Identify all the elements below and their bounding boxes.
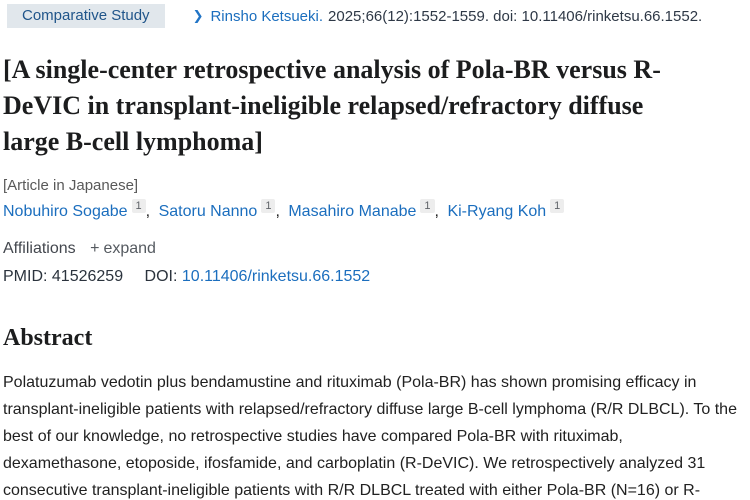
authors-list: Nobuhiro Sogabe 1, Satoru Nanno 1, Masahir… [3, 199, 742, 221]
doi-label: DOI: [144, 268, 178, 285]
article-title: [A single-center retrospective analysis … [3, 55, 661, 156]
author-item: Nobuhiro Sogabe 1, [3, 199, 154, 220]
pmid-label: PMID: [3, 268, 48, 285]
citation-header: Comparative Study ❯ Rinsho Ketsueki. 202… [3, 4, 742, 28]
affiliation-number-chip: 1 [261, 199, 276, 213]
language-note: [Article in Japanese] [3, 177, 139, 194]
affiliations-row: Affiliations + expand [3, 240, 742, 258]
author-item: Masahiro Manabe 1, [288, 199, 443, 220]
citation-details: 2025;66(12):1552-1559. doi: 10.11406/rin… [328, 7, 703, 25]
doi-link[interactable]: 10.11406/rinketsu.66.1552 [181, 268, 371, 285]
affiliations-expand-button[interactable]: + expand [90, 240, 156, 258]
journal-link[interactable]: Rinsho Ketsueki. [210, 7, 324, 25]
abstract-heading: Abstract [3, 325, 93, 351]
doi-group: DOI: 10.11406/rinketsu.66.1552 [145, 268, 371, 285]
affiliation-number-chip: 1 [420, 199, 435, 213]
author-separator: , [275, 203, 280, 220]
author-link[interactable]: Satoru Nanno [158, 203, 258, 220]
abstract-text: Polatuzumab vedotin plus bendamustine an… [3, 374, 737, 499]
affiliations-label: Affiliations [3, 240, 76, 257]
author-link[interactable]: Nobuhiro Sogabe [3, 203, 128, 220]
affiliation-number-chip: 1 [550, 199, 565, 213]
author-item: Ki-Ryang Koh 1 [447, 199, 565, 220]
author-separator: , [434, 203, 439, 220]
author-item: Satoru Nanno 1, [158, 199, 284, 220]
expand-label: expand [103, 240, 156, 257]
pmid-value: 41526259 [51, 268, 124, 285]
plus-icon: + [90, 240, 100, 257]
author-separator: , [145, 203, 151, 220]
affiliation-number-chip: 1 [131, 199, 146, 213]
author-link[interactable]: Masahiro Manabe [288, 203, 417, 220]
identifiers-row: PMID: 41526259 DOI: 10.11406/rinketsu.66… [3, 268, 742, 286]
publication-type-badge: Comparative Study [7, 4, 165, 28]
chevron-right-icon: ❯ [192, 8, 204, 23]
author-link[interactable]: Ki-Ryang Koh [447, 203, 547, 220]
